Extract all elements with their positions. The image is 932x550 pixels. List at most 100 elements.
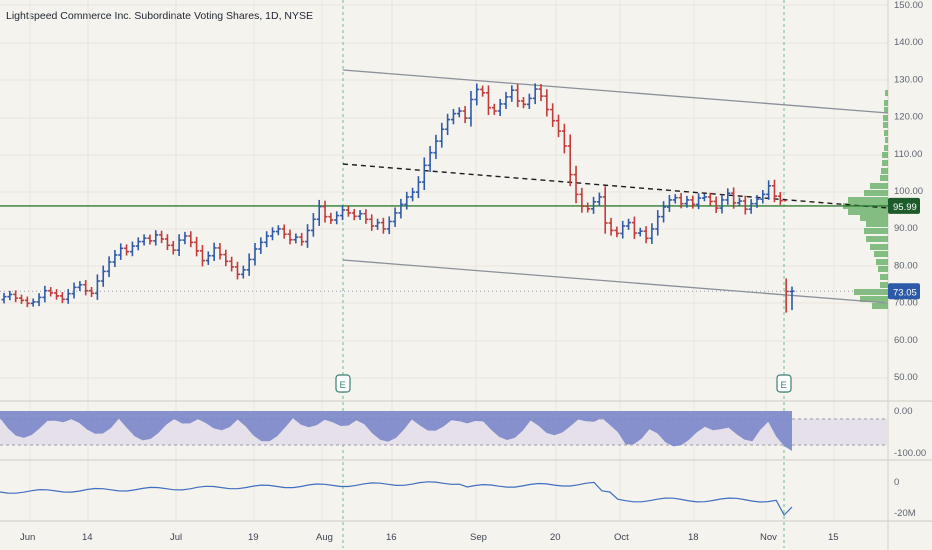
volume-profile-bar [872, 303, 888, 309]
ohlc-bar [234, 261, 240, 280]
ohlc-bar [147, 234, 153, 245]
ohlc-bar [573, 165, 579, 204]
ohlc-bar [398, 198, 404, 219]
oscillator-area [0, 411, 792, 451]
ohlc-bar [509, 85, 515, 102]
ohlc-bar [596, 192, 602, 207]
ohlc-bar [701, 193, 707, 202]
ohlc-bar [567, 134, 573, 187]
ohlc-bar [258, 237, 264, 254]
price-axis-tick-label: 50.00 [894, 372, 918, 383]
ohlc-bar [71, 282, 77, 299]
volume-profile-bar [884, 145, 888, 151]
ohlc-bar [655, 210, 661, 236]
ohlc-bar [229, 256, 235, 272]
price-axis-tick-label: 150.00 [894, 0, 923, 11]
volume-profile-bar [866, 221, 888, 227]
ohlc-bar [316, 199, 322, 226]
ohlc-bar [480, 85, 486, 97]
ohlc-bar [328, 212, 334, 224]
ohlc-bar [561, 123, 567, 154]
ohlc-bar [649, 223, 655, 244]
volume-profile [843, 90, 888, 309]
ohlc-bar [345, 206, 351, 217]
ohlc-bar [106, 256, 112, 278]
oscillator-axis-label: -100.00 [894, 448, 926, 459]
ohlc-bar [386, 216, 392, 235]
ohlc-bar [462, 105, 468, 124]
ohlc-bar [42, 285, 48, 303]
volume-profile-bar [880, 282, 888, 288]
ohlc-bar [65, 289, 71, 304]
ohlc-bar [275, 225, 281, 236]
ohlc-bar [19, 294, 25, 304]
ohlc-bar [54, 289, 60, 300]
time-axis-tick-label: 18 [688, 532, 699, 543]
ohlc-bar [771, 179, 777, 203]
volume-profile-bar [848, 197, 888, 203]
price-axis-tick-label: 80.00 [894, 260, 918, 271]
channel-lower-line[interactable] [342, 259, 889, 304]
ohlc-bar [789, 286, 795, 311]
ohlc-bar [474, 83, 480, 106]
ohlc-bar [544, 89, 550, 117]
price-axis-tick-label: 90.00 [894, 223, 918, 234]
ohlc-bar [299, 232, 305, 246]
ohlc-bar [631, 216, 637, 240]
ohlc-bar [415, 176, 421, 199]
volume-profile-bar [848, 209, 888, 215]
ohlc-bar [30, 298, 36, 307]
earnings-marker[interactable]: E [776, 374, 792, 393]
ohlc-bar [579, 187, 585, 213]
ohlc-bar [538, 84, 544, 102]
price-axis-tick-label: 120.00 [894, 112, 923, 123]
ohlc-bar [176, 234, 182, 257]
ohlc-bar [532, 83, 538, 105]
ohlc-bar [678, 193, 684, 209]
ohlc-bar [223, 249, 229, 267]
ohlc-bar [696, 193, 702, 210]
earnings-marker-label: E [781, 380, 787, 391]
ohlc-bar [392, 207, 398, 227]
ohlc-bar [305, 224, 311, 248]
ohlc-bar [129, 241, 135, 257]
hline-price-tag-label: 95.99 [893, 202, 917, 213]
volume-profile-bar [860, 215, 888, 221]
trend-channel[interactable] [342, 69, 889, 304]
ohlc-bar [164, 234, 170, 251]
ohlc-bar [684, 195, 690, 208]
time-axis-tick-label: Aug [316, 532, 333, 543]
ohlc-bar [713, 196, 719, 214]
ohlc-bar [591, 196, 597, 214]
ohlc-bar [1, 292, 7, 304]
time-axis-tick-label: Nov [760, 532, 777, 543]
volume-profile-bar [860, 296, 888, 302]
volume-profile-bar [885, 90, 888, 96]
volume-profile-bar [876, 259, 888, 265]
ohlc-bar [427, 145, 433, 173]
volume-pane: 0 -20M [0, 477, 916, 519]
ohlc-bar [468, 91, 474, 127]
ohlc-bar [556, 114, 562, 138]
ohlc-bar [217, 243, 223, 260]
volume-line [0, 481, 793, 516]
earnings-marker[interactable]: E [335, 374, 351, 393]
volume-profile-bar [883, 122, 888, 128]
time-axis-tick-label: 15 [828, 532, 839, 543]
ohlc-bar [404, 191, 410, 210]
ohlc-bar [731, 187, 737, 209]
volume-profile-bar [870, 244, 888, 250]
earnings-marker-box[interactable] [776, 374, 792, 393]
time-axis-tick-label: 19 [248, 532, 259, 543]
earnings-marker-box[interactable] [335, 374, 351, 393]
volume-profile-bar [864, 190, 888, 196]
ohlc-bar [182, 231, 188, 245]
volume-profile-bar [884, 100, 888, 106]
ohlc-bar [89, 287, 95, 297]
ohlc-bar [351, 209, 357, 221]
channel-mid-line[interactable] [342, 163, 889, 209]
time-axis: Jun 14 Jul 19 Aug 16 Sep 20 Oct 18 Nov 15 [20, 532, 839, 543]
earnings-marker-label: E [340, 380, 346, 391]
channel-upper-line[interactable] [342, 69, 889, 114]
